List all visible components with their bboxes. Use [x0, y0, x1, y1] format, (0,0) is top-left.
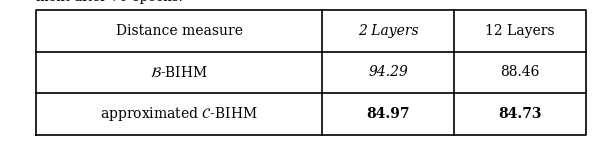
Text: 84.97: 84.97 [366, 107, 410, 121]
Text: 84.73: 84.73 [498, 107, 542, 121]
Text: $\mathcal{B}$-BIHM: $\mathcal{B}$-BIHM [150, 65, 208, 80]
Text: approximated $\mathcal{C}$-BIHM: approximated $\mathcal{C}$-BIHM [100, 105, 258, 123]
Text: 12 Layers: 12 Layers [485, 24, 554, 38]
Text: 94.29: 94.29 [368, 65, 408, 79]
Text: ment after 70 epochs.: ment after 70 epochs. [36, 0, 183, 4]
Text: Distance measure: Distance measure [115, 24, 243, 38]
Text: 2 Layers: 2 Layers [358, 24, 419, 38]
Text: 88.46: 88.46 [500, 65, 539, 79]
